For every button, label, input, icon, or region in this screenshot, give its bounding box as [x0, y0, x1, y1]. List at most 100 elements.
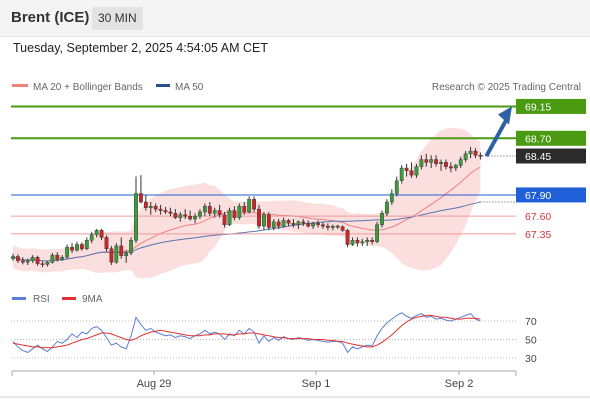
candle-body — [439, 162, 443, 164]
instrument-title: Brent (ICE) — [11, 9, 90, 26]
price-tag-68.45 — [516, 148, 586, 164]
ma50-legend-swatch — [156, 84, 170, 87]
candle-body — [404, 167, 409, 172]
price-tag-69.15 — [516, 98, 586, 114]
rsi-legend-swatch — [12, 297, 26, 300]
candle-body — [419, 159, 424, 167]
candle-body — [222, 214, 227, 225]
candle-body — [394, 180, 399, 194]
candle-body — [399, 167, 404, 181]
rsi-tick-70: 70 — [525, 316, 537, 328]
candle-body — [45, 262, 50, 265]
projection-arrow — [484, 106, 512, 157]
price-tag-text-67.90: 67.90 — [525, 190, 551, 202]
candle-body — [134, 193, 138, 241]
candle-body — [473, 150, 478, 156]
candle-body — [94, 230, 99, 235]
candle-body — [25, 260, 30, 263]
candle-body — [143, 201, 148, 208]
candle-body — [35, 257, 40, 264]
candle-body — [335, 225, 340, 228]
candle-body — [453, 165, 458, 169]
candle-body — [16, 256, 20, 261]
candle-body — [232, 210, 237, 218]
candle-body — [40, 263, 45, 265]
candle-body — [139, 193, 143, 203]
candle-body — [119, 245, 124, 257]
candle-body — [217, 210, 222, 215]
candle-body — [340, 226, 345, 231]
candle-body — [227, 210, 232, 225]
candle-body — [463, 153, 468, 160]
candle-body — [448, 166, 453, 169]
timeframe-button[interactable]: 30 MIN — [92, 7, 143, 30]
candle-body — [109, 248, 114, 263]
candle-body — [434, 159, 439, 164]
candle-body — [79, 244, 84, 249]
candle-body — [276, 221, 281, 227]
time-axis-labels: Aug 29 Sep 1 Sep 2 — [137, 371, 473, 390]
rsi-line — [12, 312, 481, 354]
candle-body — [242, 206, 247, 213]
candle-body — [257, 208, 261, 227]
candle-body — [414, 166, 419, 176]
candle-body — [360, 241, 365, 244]
candle-body — [262, 214, 266, 227]
candle-body — [385, 201, 389, 214]
rsi-tick-50: 50 — [525, 335, 537, 347]
candle-body — [286, 220, 291, 224]
candle-body — [65, 247, 70, 258]
candle-body — [306, 223, 311, 227]
price-tags: 69.15 68.70 68.45 67.90 67.60 67.35 — [516, 98, 586, 241]
price-tag-text-69.15: 69.15 — [525, 101, 551, 113]
candle-body — [355, 240, 360, 244]
ma9-legend-label: 9MA — [82, 294, 103, 305]
ma20-legend-label: MA 20 + Bollinger Bands — [33, 82, 143, 93]
candle-body — [266, 214, 271, 228]
timestamp: Tuesday, September 2, 2025 4:54:05 AM CE… — [13, 41, 269, 55]
candle-body — [75, 244, 79, 251]
candle-body — [370, 240, 375, 242]
projection-arrow-head — [498, 106, 512, 125]
candle-body — [153, 206, 158, 210]
candle-body — [89, 234, 94, 241]
candle-body — [345, 230, 350, 245]
candle-body — [129, 240, 133, 254]
candle-body — [124, 252, 129, 257]
candle-body — [325, 225, 330, 228]
candle-body — [429, 159, 434, 163]
candle-body — [212, 210, 217, 214]
credit-label: Research © 2025 Trading Central — [432, 82, 581, 93]
candle-body — [389, 193, 394, 203]
candle-body — [478, 155, 483, 157]
candle-body — [252, 198, 256, 210]
ma50-legend-label: MA 50 — [175, 82, 204, 93]
candle-body — [281, 220, 286, 227]
ma9-legend-swatch — [62, 297, 76, 300]
candle-body — [350, 240, 355, 245]
rsi-panel: 70 50 30 — [11, 312, 537, 365]
candle-body — [50, 254, 55, 263]
candle-body — [104, 237, 109, 249]
price-tag-text-68.70: 68.70 — [525, 133, 551, 145]
candle-body — [380, 213, 384, 225]
price-tag-text-68.45: 68.45 — [525, 151, 551, 163]
candle-body — [193, 215, 197, 220]
price-tag-67.90 — [516, 187, 586, 203]
candle-body — [424, 159, 429, 163]
x-tick-label: Aug 29 — [137, 378, 172, 390]
candle-body — [20, 260, 25, 263]
candle-body — [178, 214, 183, 218]
x-tick-label: Sep 1 — [302, 378, 331, 390]
candle-body — [198, 211, 202, 217]
candle-body — [168, 211, 173, 214]
candle-body — [114, 245, 119, 263]
candle-body — [316, 223, 320, 225]
candle-body — [301, 221, 306, 224]
candle-body — [11, 256, 15, 259]
rsi-9ma-line — [12, 314, 481, 349]
candle-body — [247, 198, 252, 213]
ma50-line — [12, 201, 481, 262]
candle-body — [458, 159, 463, 166]
projection-arrow-shaft — [484, 119, 508, 157]
